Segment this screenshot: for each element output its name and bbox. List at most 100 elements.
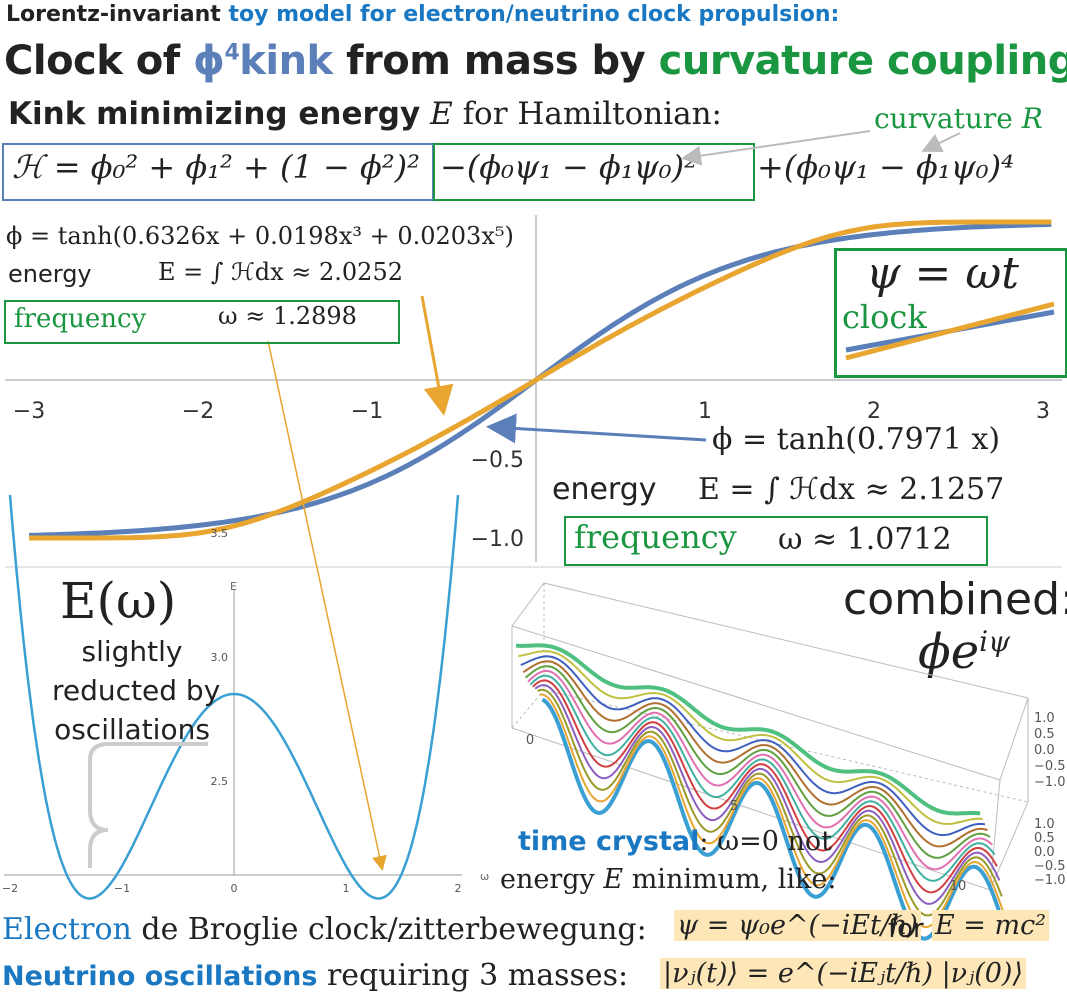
hamiltonian-heading: Kink minimizing energy E for Hamiltonian… [8,96,722,132]
energy-x-tick: −2 [2,882,18,895]
title-green: curvature coupling [658,38,1067,84]
electron-for: for [888,914,924,944]
kink-x-tick: 2 [867,399,881,424]
footer-electron: Electron de Broglie clock/zitterbewegung… [2,912,647,947]
combined-wave-line [522,660,988,848]
hamiltonian-term2-box [433,143,755,201]
blue-frequency-label: frequency [574,518,737,556]
combined-x-tick: 10 [950,879,967,894]
time-crystal-bold: time crystal [518,826,700,857]
electron-rest: de Broglie clock/zitterbewegung: [141,912,647,947]
energy-y-tick: 3.0 [211,651,229,664]
kink-x-tick: −1 [351,399,383,424]
combined-z-tick: −0.5 [1034,759,1066,774]
electron-blue: Electron [2,912,132,947]
blue-energy-value: E = ∫ ℋdx ≈ 2.1257 [698,472,1005,507]
combined-wave-line [534,684,1001,905]
hamiltonian-term3: +(ϕ₀ψ₁ − ϕ₁ψ₀)⁴ [757,148,1014,186]
kink-curve-orange [29,219,1052,541]
page-title: Clock of ϕ4kink from mass by curvature c… [4,38,1067,84]
orange-kink-formula: ϕ = tanh(0.6326x + 0.0198x³ + 0.0203x⁵) [6,222,514,250]
energy-x-label: ω [480,870,490,883]
title-kink: kink [239,38,333,84]
oscillation-brace [88,742,208,868]
orange-energy-label: energy [8,260,92,288]
combined-formula: ϕeiψ [918,624,1011,680]
combined-x-tick: 5 [730,799,738,814]
combined-wave-line [540,693,1006,928]
electron-formula: ψ = ψ₀e^(−iEt/ℏ) [674,910,921,941]
combined-wave-line [529,674,996,882]
combined-label: combined: [843,574,1067,625]
combined-wave-line [515,643,981,816]
heading-rest: for Hamiltonian: [462,96,723,132]
combined-wave-line [524,665,991,859]
footer-neutrino: Neutrino oscillations requiring 3 masses… [2,958,628,993]
blue-frequency-box [564,516,988,566]
clock-formula: ψ = ωt [866,248,1019,299]
title-sup: 4 [224,40,240,66]
title-phi: ϕ [193,38,225,84]
kink-x-tick: −2 [182,399,214,424]
combined-z-tick: −1.0 [1034,775,1066,790]
arrow-orange-kink [420,295,454,416]
curvature-label: curvature R [874,102,1043,135]
kink-x-tick: 3 [1036,399,1050,424]
time-crystal-line1: time crystal: ω=0 not [518,826,832,857]
energy-y-label: E [230,580,237,593]
arrow-curvature-1 [681,130,871,166]
kink-ticks: −3 −2 −1 1 2 3 −0.5 −1.0 [13,399,1050,552]
arrow-orange-energy [267,340,387,871]
hamiltonian-term1: ℋ = ϕ₀² + ϕ₁² + (1 − ϕ²)² [12,148,420,186]
energy-x-tick: 2 [455,882,462,895]
combined-wave-line [537,688,1003,917]
energy-x-tick: 1 [343,882,350,895]
orange-frequency-label: frequency [14,304,147,334]
combined-wave-line [532,679,998,894]
header-line1: Lorentz-invariant toy model for electron… [6,2,839,27]
header-line1-blue: toy model for electron/neutrino clock pr… [228,2,840,27]
energy-x-tick: 0 [231,882,238,895]
combined-z-tick: −0.5 [1034,859,1066,874]
kink-y-tick: −0.5 [471,448,524,473]
kink-x-tick: −3 [13,399,45,424]
energy-plot-note: slightly reducted by oscillations [52,635,221,746]
electron-mc2: E = mc² [932,910,1050,941]
kink-x-tick: 1 [698,399,712,424]
header-line1-black: Lorentz-invariant [6,2,221,27]
hamiltonian-term2: −(ϕ₀ψ₁ − ϕ₁ψ₀)² [440,148,697,186]
combined-z-tick: 0.0 [1034,845,1055,860]
blue-kink-formula: ϕ = tanh(0.7971 x) [712,422,1001,457]
combined-wave-line [541,697,1009,941]
neutrino-formula: |νⱼ(t)⟩ = e^(−iEⱼt/ℏ) |νⱼ(0)⟩ [660,958,1026,989]
combined-z-tick: 0.5 [1034,727,1055,742]
energy-plot-title: E(ω) [60,572,177,630]
combined-z-tick: 0.5 [1034,831,1055,846]
combined-wave-line [520,655,986,837]
kink-y-tick: −1.0 [471,527,524,552]
combined-wave-line [527,669,993,871]
orange-frequency-value: ω ≈ 1.2898 [218,302,357,330]
orange-frequency-box [4,300,400,344]
orange-energy-value: E = ∫ ℋdx ≈ 2.0252 [158,258,403,286]
arrow-blue-kink [486,413,707,444]
combined-z-tick: 0.0 [1034,743,1055,758]
combined-waves [515,643,1009,941]
combined-wave-line [518,650,983,826]
energy-curve [8,494,460,900]
title-part2: from mass by [332,38,659,84]
energy-x-tick: −1 [114,882,130,895]
combined-z-tick: −1.0 [1034,873,1066,888]
heading-E: E [430,96,453,132]
combined-z-tick: 1.0 [1034,817,1055,832]
blue-frequency-value: ω ≈ 1.0712 [778,522,952,557]
combined-z-tick: 1.0 [1034,711,1055,726]
time-crystal-rest1: : ω=0 not [699,826,832,857]
energy-y-tick: 2.5 [211,775,229,788]
blue-energy-label: energy [552,472,657,507]
neutrino-blue: Neutrino oscillations [2,961,318,992]
